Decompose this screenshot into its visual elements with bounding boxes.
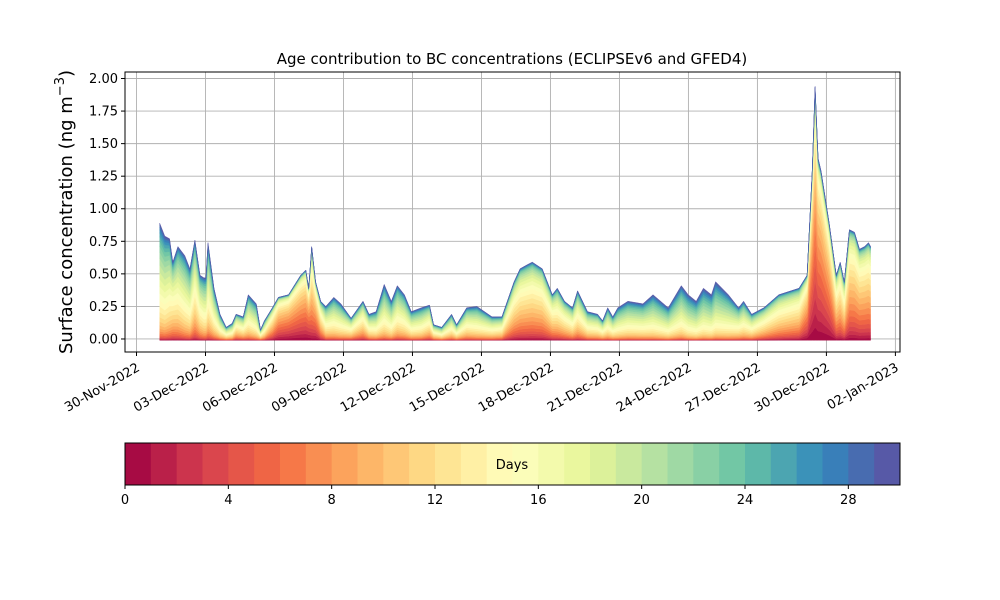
colorbar-bin — [176, 443, 203, 485]
y-tick-label: 1.50 — [89, 137, 118, 152]
chart-title: Age contribution to BC concentrations (E… — [277, 50, 748, 68]
colorbar-bin — [409, 443, 436, 485]
y-tick-label: 1.00 — [89, 202, 118, 217]
colorbar-bin — [693, 443, 720, 485]
x-tick-label: 12-Dec-2022 — [338, 360, 418, 415]
x-tick-label: 30-Dec-2022 — [752, 360, 832, 415]
y-axis: 0.00 0.25 0.50 0.75 1.00 1.25 1.50 1.75 2.00 — [89, 72, 125, 347]
colorbar-bin — [435, 443, 462, 485]
y-tick-label: 0.75 — [89, 235, 118, 250]
colorbar-bin — [357, 443, 384, 485]
colorbar-bin — [590, 443, 617, 485]
colorbar-bin — [641, 443, 668, 485]
colorbar-tick-label: 28 — [840, 493, 857, 508]
colorbar-tick-label: 4 — [224, 493, 232, 508]
colorbar-bin — [538, 443, 565, 485]
colorbar-frame — [124, 442, 901, 486]
colorbar: 0 4 8 12 16 20 24 28 — [121, 442, 901, 508]
colorbar-bin — [331, 443, 358, 485]
colorbar-tick-label: 20 — [633, 493, 650, 508]
x-tick-label: 30-Nov-2022 — [62, 360, 142, 415]
x-tick-label: 21-Dec-2022 — [545, 360, 625, 415]
colorbar-bin — [486, 443, 513, 485]
colorbar-tick-label: 24 — [737, 493, 754, 508]
colorbar-bin — [125, 443, 152, 485]
x-tick-label: 06-Dec-2022 — [200, 360, 280, 415]
y-tick-label: 1.75 — [89, 105, 118, 120]
colorbar-bin — [848, 443, 875, 485]
colorbar-bin — [305, 443, 333, 485]
colorbar-bin — [770, 443, 798, 485]
plot-frame — [124, 71, 901, 353]
colorbar-label: Days — [496, 458, 529, 473]
age-layer-14 — [159, 120, 871, 337]
colorbar-bin — [254, 443, 281, 485]
colorbar-bin — [460, 443, 488, 485]
x-tick-label: 09-Dec-2022 — [269, 360, 349, 415]
colorbar-bin — [796, 443, 823, 485]
colorbar-bin — [512, 443, 539, 485]
x-tick-label: 27-Dec-2022 — [683, 360, 763, 415]
x-tick-label: 15-Dec-2022 — [407, 360, 487, 415]
colorbar-bin — [280, 443, 307, 485]
colorbar-tick-label: 0 — [121, 493, 129, 508]
y-tick-label: 0.50 — [89, 267, 118, 282]
colorbar-bin — [719, 443, 746, 485]
x-axis: 30-Nov-202203-Dec-202206-Dec-202209-Dec-… — [62, 352, 901, 416]
colorbar-bin — [564, 443, 591, 485]
y-axis-label: Surface concentration (ng m−3) — [53, 70, 77, 354]
colorbar-bin — [383, 443, 410, 485]
x-tick-label: 18-Dec-2022 — [476, 360, 556, 415]
colorbar-bin — [150, 443, 178, 485]
y-axis-label-text: Surface concentration (ng m — [56, 96, 77, 354]
x-tick-label: 02-Jan-2023 — [825, 360, 902, 413]
y-axis-label-superscript: −3 — [53, 77, 68, 96]
y-tick-label: 2.00 — [89, 72, 118, 87]
colorbar-bin — [202, 443, 229, 485]
age-layer-29 — [159, 86, 871, 331]
colorbar-bin — [615, 443, 643, 485]
colorbar-bin — [667, 443, 694, 485]
x-tick-label: 24-Dec-2022 — [614, 360, 694, 415]
colorbar-bin — [874, 443, 901, 485]
colorbar-bin — [228, 443, 255, 485]
y-tick-label: 0.25 — [89, 300, 118, 315]
x-tick-label: 03-Dec-2022 — [131, 360, 211, 415]
gridlines — [125, 72, 900, 352]
colorbar-tick-label: 12 — [427, 493, 444, 508]
colorbar-tick-label: 16 — [530, 493, 547, 508]
y-tick-label: 0.00 — [89, 332, 118, 347]
colorbar-bin — [822, 443, 849, 485]
colorbar-bin — [745, 443, 772, 485]
y-axis-label-suffix: ) — [56, 70, 77, 77]
y-tick-label: 1.25 — [89, 170, 118, 185]
stacked-areas — [159, 86, 871, 341]
colorbar-tick-label: 8 — [328, 493, 336, 508]
age-layer-13 — [159, 128, 871, 337]
